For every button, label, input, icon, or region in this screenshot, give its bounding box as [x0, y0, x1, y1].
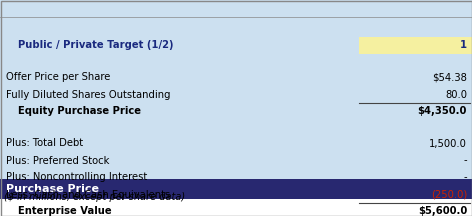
- Text: Plus: Preferred Stock: Plus: Preferred Stock: [6, 156, 110, 165]
- Text: Public / Private Target (1/2): Public / Private Target (1/2): [18, 41, 174, 51]
- Bar: [359, 37, 472, 54]
- Text: Less: Cash and Cash Equivalents: Less: Cash and Cash Equivalents: [6, 189, 170, 200]
- Text: $54.38: $54.38: [432, 73, 467, 83]
- Bar: [0, 179, 472, 199]
- Text: Enterprise Value: Enterprise Value: [18, 206, 111, 216]
- Text: $4,350.0: $4,350.0: [418, 106, 467, 116]
- Text: Offer Price per Share: Offer Price per Share: [6, 73, 110, 83]
- Text: $5,600.0: $5,600.0: [418, 206, 467, 216]
- Text: (250.0): (250.0): [431, 189, 467, 200]
- Text: Equity Purchase Price: Equity Purchase Price: [18, 106, 141, 116]
- Text: 80.0: 80.0: [445, 89, 467, 100]
- Text: -: -: [464, 156, 467, 165]
- Text: Fully Diluted Shares Outstanding: Fully Diluted Shares Outstanding: [6, 89, 170, 100]
- Text: 1,500.0: 1,500.0: [429, 138, 467, 149]
- Text: -: -: [464, 173, 467, 183]
- Text: Purchase Price: Purchase Price: [6, 184, 99, 194]
- Text: Plus: Total Debt: Plus: Total Debt: [6, 138, 83, 149]
- Text: Plus: Noncontrolling Interest: Plus: Noncontrolling Interest: [6, 173, 147, 183]
- Text: 1: 1: [460, 41, 467, 51]
- Text: ($ in millions, except per share data): ($ in millions, except per share data): [4, 192, 185, 202]
